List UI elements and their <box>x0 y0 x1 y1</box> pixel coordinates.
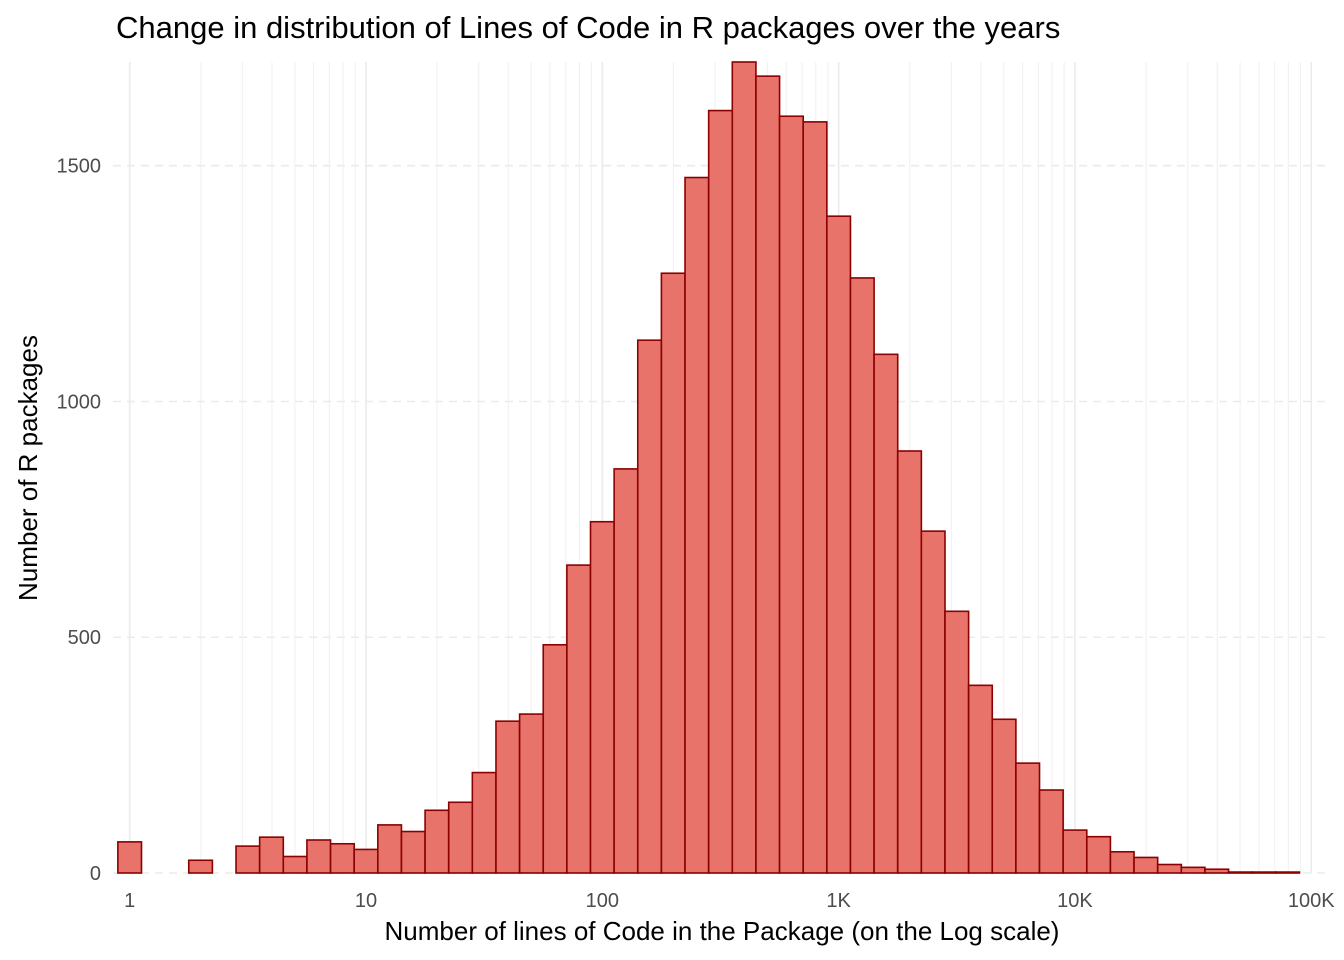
chart-title: Change in distribution of Lines of Code … <box>116 10 1061 45</box>
histogram-bar <box>826 215 852 874</box>
histogram-bar <box>258 836 285 874</box>
histogram-bar <box>967 684 994 874</box>
histogram-bar <box>471 771 497 874</box>
histogram-bar <box>778 115 804 874</box>
histogram-bar <box>1204 868 1230 874</box>
histogram-bar <box>329 842 355 874</box>
histogram-bar <box>1015 762 1041 874</box>
histogram-bar <box>306 839 332 874</box>
histogram-bar <box>235 845 261 874</box>
histogram-bar <box>684 176 710 874</box>
histogram-bar <box>731 61 757 874</box>
histogram-bar <box>1133 856 1159 874</box>
x-tick-label: 100 <box>586 890 619 912</box>
histogram-bar <box>424 809 450 874</box>
histogram-bars <box>117 61 1301 874</box>
x-tick-label: 100K <box>1288 890 1335 912</box>
histogram-bar <box>1085 835 1112 874</box>
histogram-bar <box>802 121 828 874</box>
histogram-bar <box>660 272 686 874</box>
y-tick-label: 1000 <box>57 391 102 413</box>
x-tick-label: 10K <box>1057 890 1093 912</box>
x-axis-title: Number of lines of Code in the Package (… <box>385 916 1060 946</box>
histogram-bar <box>447 801 474 874</box>
histogram-bar <box>849 277 875 874</box>
histogram-bar <box>896 450 923 874</box>
histogram-bar <box>920 530 946 874</box>
histogram-bar <box>377 824 403 874</box>
histogram-bar <box>542 643 568 874</box>
histogram-bar <box>589 520 615 874</box>
histogram-bar <box>1251 871 1277 874</box>
histogram-bar <box>282 855 308 874</box>
x-axis-ticks: 1 10 100 1K 10K 100K <box>124 890 1335 912</box>
histogram-bar <box>991 718 1017 874</box>
histogram-bar <box>1038 789 1064 874</box>
histogram-bar <box>755 75 781 874</box>
histogram-bar <box>1227 871 1254 874</box>
histogram-bar <box>400 830 426 874</box>
histogram-bar <box>1180 866 1206 874</box>
y-axis-ticks: 0 500 1000 1500 <box>57 156 102 885</box>
histogram-bar <box>1156 863 1183 874</box>
histogram-bar <box>613 468 639 874</box>
y-tick-label: 1500 <box>57 156 102 178</box>
y-axis-title: Number of R packages <box>13 335 43 601</box>
y-tick-label: 500 <box>68 627 101 649</box>
x-tick-label: 1 <box>124 890 135 912</box>
histogram-bar <box>707 109 734 874</box>
histogram-bar <box>873 353 899 874</box>
histogram-bar <box>636 339 663 874</box>
histogram-bar <box>187 859 214 874</box>
histogram-bar <box>1109 850 1135 874</box>
histogram-bar <box>1062 829 1088 874</box>
y-tick-label: 0 <box>90 863 101 885</box>
histogram-bar <box>1275 871 1301 874</box>
histogram-bar <box>566 564 592 874</box>
histogram-bar <box>117 841 143 874</box>
histogram-bar <box>944 610 970 874</box>
x-tick-label: 1K <box>826 890 851 912</box>
histogram-bar <box>495 720 521 874</box>
x-tick-label: 10 <box>355 890 377 912</box>
histogram-bar <box>353 848 379 874</box>
histogram-bar <box>518 713 545 874</box>
